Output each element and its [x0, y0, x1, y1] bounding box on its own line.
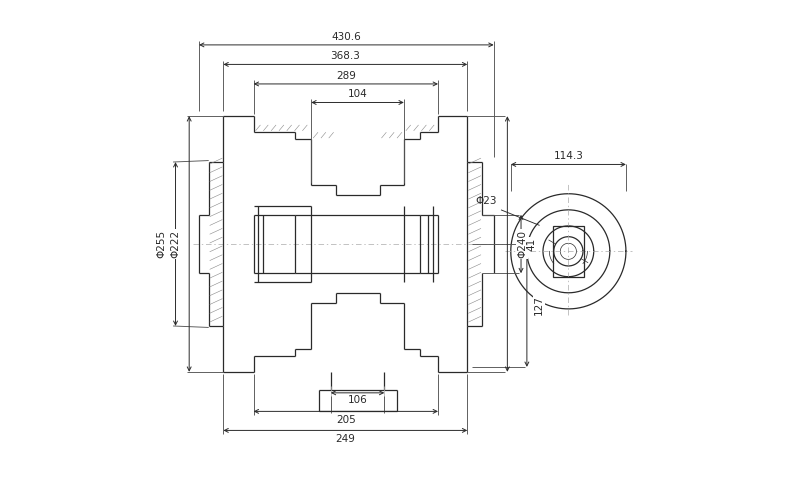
Bar	[553, 226, 584, 277]
Text: 127: 127	[534, 296, 544, 315]
Text: 114.3: 114.3	[554, 151, 583, 161]
Text: 249: 249	[335, 434, 355, 444]
Text: 104: 104	[348, 89, 367, 99]
Text: Φ255: Φ255	[157, 230, 167, 258]
Text: 368.3: 368.3	[330, 51, 360, 61]
Text: 106: 106	[348, 395, 367, 405]
Text: Φ222: Φ222	[170, 230, 181, 258]
Text: 205: 205	[336, 415, 356, 425]
Text: 41: 41	[526, 237, 537, 251]
Text: 289: 289	[336, 71, 356, 81]
Text: 430.6: 430.6	[331, 32, 361, 41]
Text: Φ240: Φ240	[517, 230, 527, 258]
Text: Φ23: Φ23	[476, 196, 497, 206]
